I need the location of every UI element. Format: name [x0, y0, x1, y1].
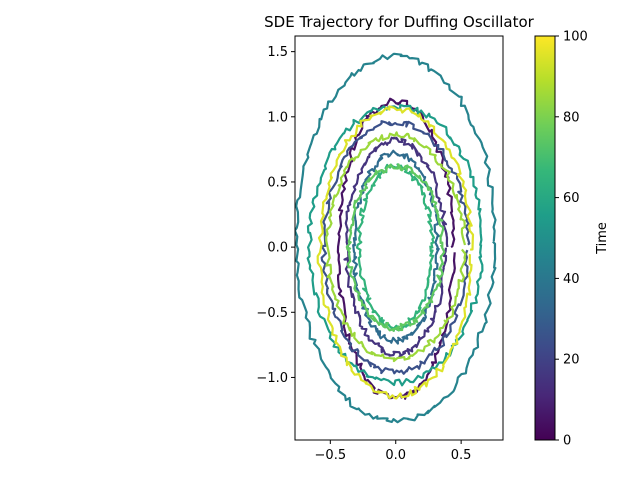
- x-axis: −0.5 0.0 0.5: [315, 440, 472, 463]
- colorbar-tick-label: 40: [563, 272, 580, 287]
- trajectory-loop-5: [306, 103, 484, 387]
- trajectory-loop-7: [345, 163, 446, 332]
- x-tick-label: 0.5: [451, 448, 472, 463]
- trajectory-loop-2: [320, 120, 471, 375]
- trajectory-loop-4: [295, 52, 497, 424]
- y-axis: −1.0 −0.5 0.0 0.5 1.0 1.5: [256, 45, 295, 386]
- y-tick-label: 0.0: [267, 241, 288, 256]
- y-tick-label: −1.0: [256, 371, 288, 386]
- trajectory-loop-9: [316, 105, 475, 400]
- y-tick-label: −0.5: [256, 306, 288, 321]
- trajectory-loop-8: [325, 131, 467, 363]
- y-tick-label: 0.5: [267, 175, 288, 190]
- x-tick-label: 0.0: [385, 448, 406, 463]
- colorbar-tick-label: 60: [563, 191, 580, 206]
- trajectory-loop-3: [352, 149, 440, 345]
- colorbar-tick-label: 80: [563, 110, 580, 125]
- trajectory-loop-6: [355, 163, 435, 332]
- y-tick-label: 1.0: [267, 110, 288, 125]
- colorbar-axis: 0 20 40 60 80 100: [555, 30, 588, 449]
- colorbar-tick-label: 0: [563, 434, 571, 449]
- y-tick-label: 1.5: [267, 45, 288, 60]
- plot-frame: [294, 35, 504, 441]
- colorbar-tick-label: 100: [563, 30, 588, 45]
- x-tick-label: −0.5: [315, 448, 347, 463]
- colorbar-label: Time: [595, 222, 610, 255]
- chart-title: SDE Trajectory for Duffing Oscillator: [264, 13, 535, 31]
- trajectory-series: [295, 52, 497, 424]
- colorbar: [534, 35, 556, 441]
- colorbar-tick-label: 20: [563, 353, 580, 368]
